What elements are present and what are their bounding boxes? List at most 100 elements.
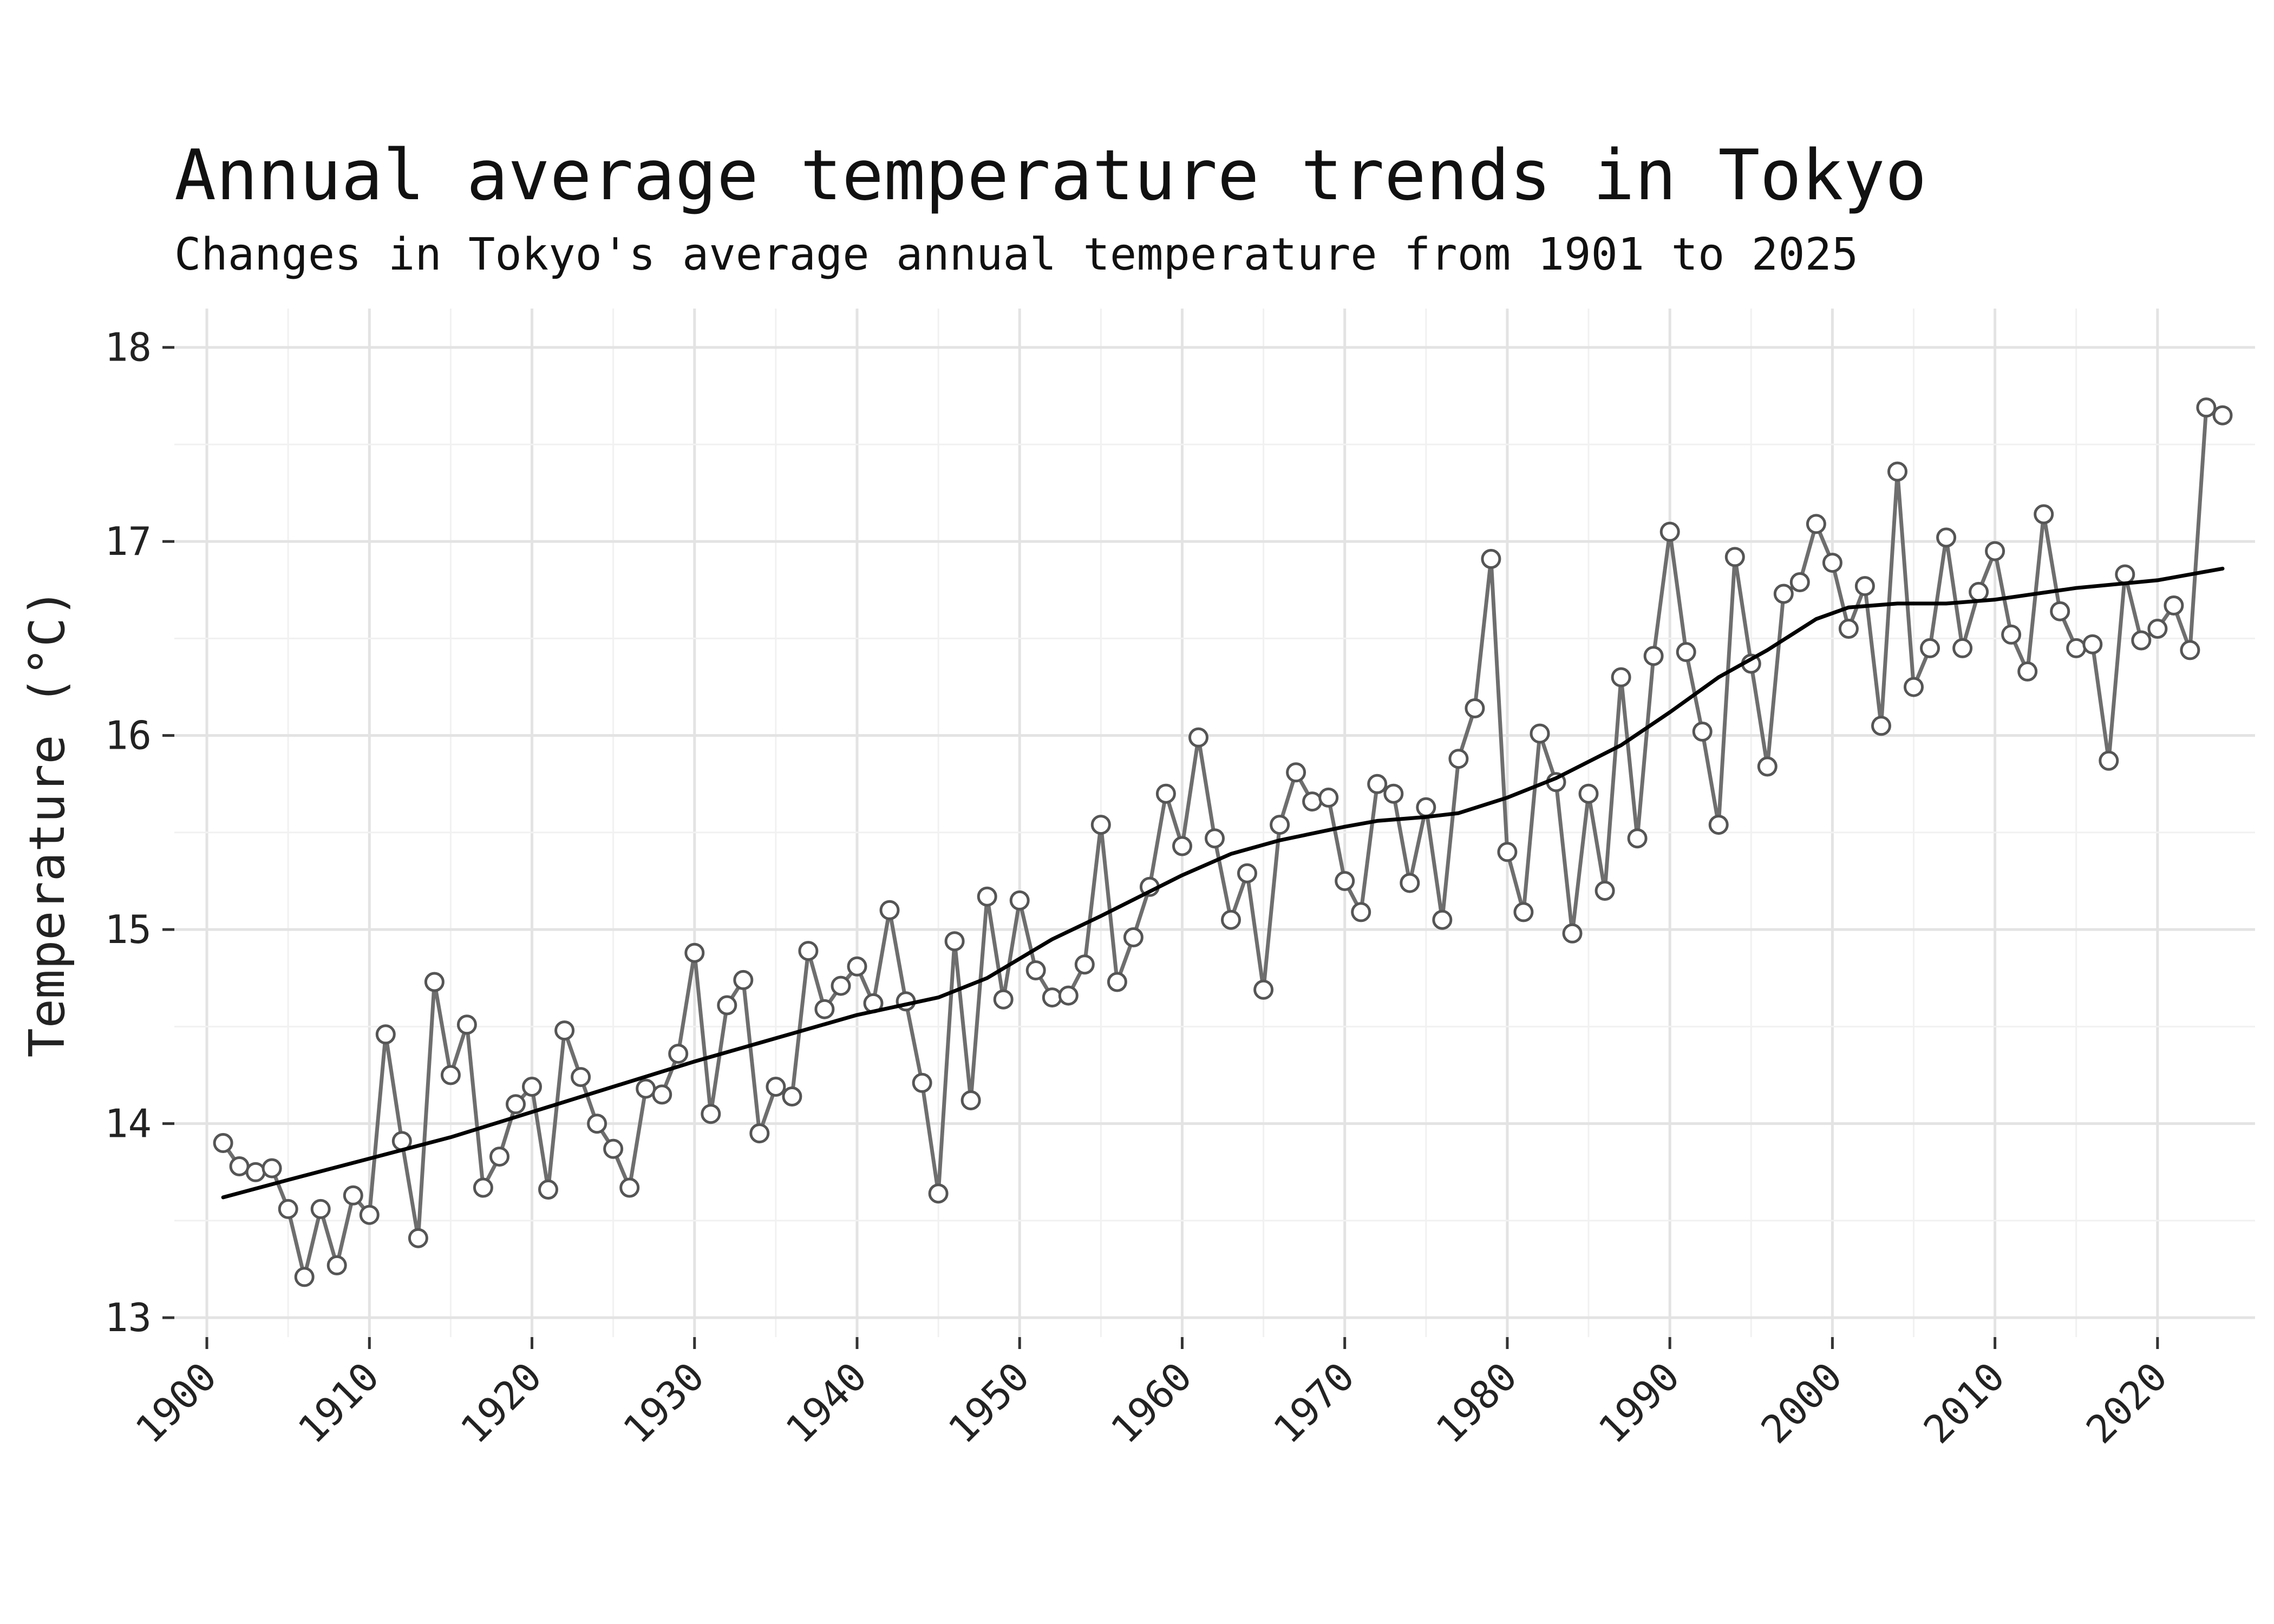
temperature-point [1497,842,1518,862]
y-axis-label: Temperature (°C) [19,588,76,1058]
x-tick-label: 1910 [289,1354,388,1452]
temperature-point [1627,828,1648,849]
y-tick-label: 18 [104,325,152,370]
temperature-point [1448,749,1469,769]
x-tick-label: 2000 [1752,1354,1851,1452]
temperature-point [652,1084,672,1105]
temperature-point [571,1067,591,1088]
temperature-point [1838,619,1859,639]
temperature-point [278,1199,298,1219]
temperature-point [701,1104,721,1124]
temperature-point [310,1199,331,1219]
temperature-point [960,1090,981,1111]
temperature-point [1773,584,1794,604]
temperature-point [2147,619,2168,639]
temperature-point [684,942,705,963]
x-tick-label: 1990 [1590,1354,1688,1452]
temperature-point [749,1123,770,1144]
temperature-point [831,975,851,996]
temperature-point [1822,553,1842,573]
temperature-point [1335,871,1355,891]
x-tick-label: 1980 [1427,1354,1526,1452]
temperature-point [1481,549,1501,569]
temperature-point [1074,954,1095,975]
temperature-point [2212,405,2233,425]
temperature-point [2001,624,2022,645]
temperature-point [1854,576,1875,597]
temperature-point [668,1044,689,1064]
x-tick-label: 1900 [127,1354,225,1452]
temperature-point [1416,797,1436,817]
temperature-point [1676,642,1696,662]
temperature-point [814,999,835,1019]
temperature-point [1465,698,1485,718]
temperature-point [1400,873,1420,893]
temperature-point [1871,716,1891,736]
temperature-point [1887,461,1907,482]
temperature-point [1724,547,1745,567]
temperature-point [343,1185,363,1206]
temperature-point [1611,667,1631,687]
temperature-point [733,970,754,990]
temperature-point [375,1024,396,1045]
temperature-point [229,1156,250,1176]
temperature-point [1659,521,1680,542]
temperature-point [1920,638,1940,658]
temperature-point [1009,890,1030,911]
temperature-point [636,1078,656,1099]
temperature-point [1806,514,1826,534]
trend-line [221,566,2225,1200]
temperature-point [1595,881,1615,901]
temperature-point [1383,783,1404,804]
temperature-point [2017,661,2038,682]
y-tick-label: 15 [104,907,152,952]
temperature-point [766,1077,786,1097]
temperature-point [1221,909,1241,930]
temperature-point [2131,630,2152,651]
temperature-point [1692,722,1713,742]
temperature-point [928,1183,949,1204]
temperature-point [2164,595,2184,615]
temperature-point [424,972,445,992]
temperature-point [1123,927,1143,947]
temperature-point [782,1086,802,1106]
temperature-point [489,1147,509,1167]
series-layer [213,397,2233,1287]
temperature-point [2180,640,2200,660]
temperature-point [2034,504,2054,525]
temperature-point [456,1014,477,1035]
temperature-point [1936,527,1957,548]
temperature-point [1042,987,1062,1008]
temperature-point [879,900,900,920]
temperature-point [587,1114,607,1134]
temperature-point [1578,783,1599,804]
temperature-point [408,1228,428,1248]
temperature-point [359,1204,380,1225]
temperature-point [538,1180,558,1200]
temperature-point [2066,638,2087,658]
temperature-point [1757,756,1778,777]
temperature-point [2196,397,2217,418]
temperature-point [1107,972,1127,992]
temperature-point [1562,923,1583,944]
temperature-point [1155,783,1176,804]
temperature-point [326,1255,347,1275]
x-tick-label: 1940 [777,1354,875,1452]
temperature-point [798,941,819,961]
temperature-point [1205,828,1225,849]
temperature-point [245,1162,266,1182]
temperature-point [506,1094,526,1115]
temperature-point [619,1177,640,1198]
temperature-point [554,1020,575,1041]
temperature-point [1025,960,1046,980]
temperature-point [1789,572,1810,592]
temperature-point [1253,979,1274,1000]
temperature-point [1432,909,1453,930]
temperature-point [2099,750,2119,771]
temperature-line [221,405,2224,1279]
temperature-point [977,886,997,907]
temperature-point [1318,787,1339,808]
temperature-point [1058,985,1079,1006]
x-tick-label: 2010 [1915,1354,2014,1452]
x-tick-label: 2020 [2077,1354,2176,1452]
